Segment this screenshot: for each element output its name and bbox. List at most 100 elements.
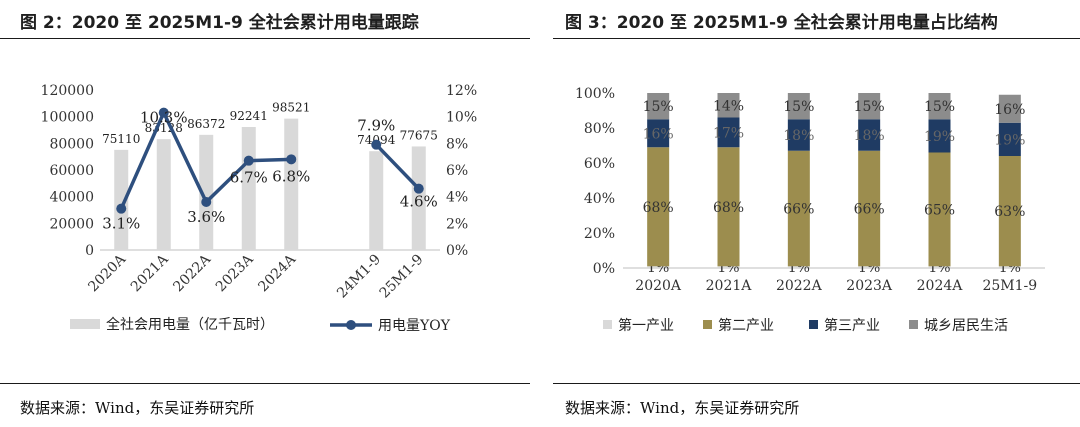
stacked-segment [928, 93, 951, 120]
consumption-bar [156, 139, 171, 250]
yoy-value-label: 10.3% [140, 109, 188, 127]
x-tick-label: 2020A [635, 278, 682, 294]
stacked-segment [787, 93, 810, 120]
x-tick-label: 2024A [255, 251, 299, 295]
segment-value-label: 15% [783, 99, 814, 115]
segment-value-label: 65% [924, 202, 955, 218]
legend-label: 第三产业 [824, 317, 880, 334]
right-y-tick-label: 2% [446, 216, 468, 232]
bar-value-label: 92241 [230, 109, 268, 123]
stacked-segment [858, 93, 881, 120]
x-tick-label: 2023A [213, 251, 257, 295]
yoy-line [374, 143, 421, 190]
consumption-bar [369, 151, 384, 250]
segment-value-label: 68% [643, 200, 674, 216]
x-tick-label: 2023A [846, 278, 893, 294]
segment-value-label: 16% [643, 126, 674, 142]
consumption-bar [114, 149, 129, 250]
legend-swatch [603, 320, 612, 329]
y-tick-label: 0% [593, 261, 615, 277]
legend-swatch [909, 320, 918, 329]
segment-value-label: 15% [643, 99, 674, 115]
right-chart-panel: 图 3：2020 至 2025M1-9 全社会累计用电量占比结构 0% 20% 40… [545, 0, 1080, 427]
stacked-segment [717, 266, 740, 268]
stacked-segment [928, 119, 951, 153]
stacked-segment [647, 119, 670, 148]
legend-bar-label: 全社会用电量（亿千瓦时） [106, 316, 274, 333]
legend-line-label: 用电量YOY [378, 318, 451, 334]
bar-value-label: 98521 [272, 101, 310, 115]
legend-line-marker [346, 320, 356, 330]
left-y-tick-label: 0 [85, 243, 94, 259]
segment-value-label: 66% [783, 202, 814, 218]
title-underline [0, 38, 530, 39]
segment-value-label: 15% [854, 99, 885, 115]
left-y-tick-label: 80000 [49, 136, 94, 152]
y-tick-label: 80% [584, 121, 615, 137]
x-tick-label: 2021A [706, 278, 753, 294]
stacked-segment [858, 266, 881, 268]
x-tick-label: 24M1-9 [334, 252, 384, 302]
segment-value-label: 17% [713, 125, 744, 141]
yoy-point [158, 107, 169, 118]
segment-value-label: 18% [854, 128, 885, 144]
stacked-segment [858, 150, 881, 267]
yoy-point [116, 203, 127, 214]
stacked-segment [787, 119, 810, 151]
stacked-segment [647, 147, 670, 267]
yoy-value-label: 3.1% [102, 215, 140, 233]
legend-bar-swatch [70, 319, 100, 329]
stacked-segment [998, 94, 1021, 123]
yoy-point [243, 155, 254, 166]
x-tick-label: 25M1-9 [982, 278, 1037, 294]
y-tick-label: 60% [584, 156, 615, 172]
segment-value-label: 66% [854, 202, 885, 218]
stacked-segment [787, 150, 810, 267]
left-y-tick-label: 20000 [49, 216, 94, 232]
x-tick-label: 2022A [776, 278, 823, 294]
legend-label: 城乡居民生活 [924, 318, 1008, 334]
stacked-segment [858, 119, 881, 151]
bar-value-label: 75110 [102, 132, 140, 146]
bar-value-label: 86372 [187, 117, 225, 131]
stacked-segment [998, 266, 1021, 268]
consumption-structure-chart: 0%20%40%60%80%100%1%68%16%15%2020A1%68%1… [575, 86, 1045, 334]
x-tick-label: 2024A [917, 278, 964, 294]
x-tick-label: 2021A [128, 251, 172, 295]
source-rule [0, 383, 530, 384]
stacked-segment [998, 122, 1021, 156]
segment-value-label: 19% [994, 132, 1025, 148]
stacked-segment [717, 93, 740, 118]
stacked-segment [998, 156, 1021, 267]
source-rule [553, 383, 1080, 384]
x-tick-label: 2022A [170, 251, 214, 295]
data-source: 数据来源：Wind，东吴证券研究所 [565, 399, 800, 417]
consumption-bar [411, 146, 426, 250]
stacked-segment [647, 266, 670, 268]
right-y-tick-label: 0% [446, 243, 468, 259]
yoy-value-label: 6.8% [272, 167, 310, 185]
data-source: 数据来源：Wind，东吴证券研究所 [20, 399, 255, 417]
left-y-tick-label: 100000 [41, 110, 94, 126]
yoy-point [371, 139, 382, 150]
yoy-point [413, 183, 424, 194]
left-y-tick-label: 60000 [49, 163, 94, 179]
segment-value-label: 18% [783, 128, 814, 144]
segment-value-label: 19% [924, 129, 955, 145]
y-tick-label: 100% [575, 86, 615, 102]
left-chart-panel: 图 2：2020 至 2025M1-9 全社会累计用电量跟踪 0 20000 400… [0, 13, 530, 417]
right-y-tick-label: 12% [446, 83, 477, 99]
segment-value-label: 68% [713, 200, 744, 216]
yoy-point [201, 197, 212, 207]
title-underline [553, 38, 1080, 39]
stacked-segment [787, 266, 810, 268]
chart-title: 图 3：2020 至 2025M1-9 全社会累计用电量占比结构 [565, 13, 998, 33]
segment-value-label: 16% [994, 102, 1025, 118]
consumption-bar [199, 134, 214, 250]
right-y-tick-label: 8% [446, 136, 468, 152]
right-y-tick-label: 10% [446, 110, 477, 126]
left-y-tick-label: 40000 [49, 190, 94, 206]
yoy-value-label: 7.9% [357, 117, 395, 135]
yoy-point [286, 154, 297, 165]
segment-value-label: 14% [713, 98, 744, 114]
